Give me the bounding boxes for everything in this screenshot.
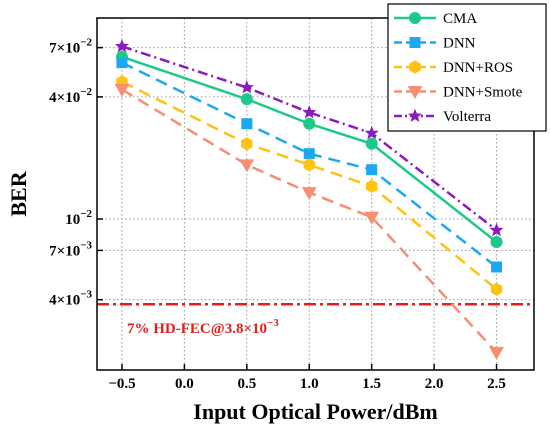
x-tick-label: 0.0 [175, 376, 194, 392]
y-tick-mantissa: 7×10 [49, 41, 80, 57]
data-point-dnn-ros [241, 137, 253, 151]
data-point-cma [365, 137, 378, 150]
y-tick-label: 4×10−2 [49, 86, 92, 106]
data-point-dnn [116, 57, 128, 69]
legend: CMA DNN DNN+ROS DNN+Smote Volterra [387, 3, 547, 132]
data-point-dnn [491, 261, 503, 273]
legend-marker-dnn-ros [409, 60, 421, 74]
y-tick-mantissa: 7×10 [49, 243, 80, 259]
x-tick-label: 1.5 [362, 376, 381, 392]
y-tick-label: 10−2 [65, 208, 92, 228]
data-point-cma [303, 117, 316, 130]
data-point-volterra [114, 39, 129, 53]
legend-label-dnn: DNN [443, 36, 476, 52]
data-point-dnn-smote [114, 84, 130, 98]
data-point-cma [490, 236, 503, 249]
data-point-dnn-smote [364, 211, 380, 225]
y-tick-mantissa: 4×10 [49, 90, 80, 106]
x-tick-label: 2.5 [487, 376, 506, 392]
y-tick-label: 7×10−2 [49, 37, 92, 57]
series-line-volterra [121, 45, 498, 232]
x-tick-label: 1.0 [300, 376, 319, 392]
legend-label-dnn-smote: DNN+Smote [443, 85, 523, 101]
data-point-volterra [239, 80, 254, 94]
data-point-volterra [302, 105, 317, 119]
y-tick-exponent: −2 [80, 208, 92, 220]
data-point-volterra [364, 125, 379, 140]
y-tick-mantissa: 10 [65, 212, 80, 228]
y-tick-exponent: −2 [80, 86, 92, 98]
data-point-volterra [489, 222, 504, 237]
series-line-dnn [121, 61, 498, 268]
axis-ticks: −0.5 0.0 0.5 1.0 1.5 2.0 2.57×10−24×10−210−27×… [49, 37, 506, 392]
fec-label-exponent: −3 [267, 317, 279, 329]
y-tick-mantissa: 4×10 [49, 293, 80, 309]
plot-border [96, 17, 535, 371]
legend-marker-dnn [409, 37, 421, 48]
fec-threshold-label: 7% HD-FEC@3.8×10−3 [127, 317, 279, 337]
data-point-dnn-ros [365, 179, 378, 193]
legend-marker-cma [409, 12, 421, 24]
data-point-dnn-ros [303, 158, 315, 172]
x-axis-title: Input Optical Power/dBm [193, 399, 437, 424]
y-tick-label: 7×10−3 [49, 239, 92, 259]
legend-marker-volterra [407, 108, 423, 122]
series-markers [114, 39, 504, 360]
x-tick-label: 2.0 [425, 376, 444, 392]
data-point-dnn [366, 164, 378, 176]
y-tick-exponent: −3 [80, 239, 92, 251]
data-point-dnn [241, 118, 253, 130]
y-axis-title: BER [6, 170, 31, 216]
x-tick-label: 0.5 [237, 376, 256, 392]
legend-label-volterra: Volterra [443, 109, 491, 125]
fec-threshold: 7% HD-FEC@3.8×10−3 [97, 302, 534, 337]
data-point-dnn-smote [239, 159, 255, 173]
data-point-dnn-ros [490, 282, 503, 296]
data-point-cma [240, 93, 253, 106]
y-tick-exponent: −3 [80, 289, 92, 301]
legend-label-cma: CMA [443, 11, 477, 27]
series-line-dnn-ros [121, 80, 498, 291]
y-tick-label: 4×10−3 [49, 289, 92, 309]
data-point-dnn-smote [489, 346, 504, 360]
x-tick-label: −0.5 [108, 376, 135, 392]
legend-label-dnn-ros: DNN+ROS [443, 60, 513, 76]
legend-marker-dnn-smote [407, 86, 423, 100]
data-point-dnn-smote [301, 187, 317, 201]
data-point-dnn [303, 148, 315, 160]
fec-label-main: 7% HD-FEC@3.8×10 [127, 321, 267, 337]
y-tick-exponent: −2 [80, 37, 92, 49]
